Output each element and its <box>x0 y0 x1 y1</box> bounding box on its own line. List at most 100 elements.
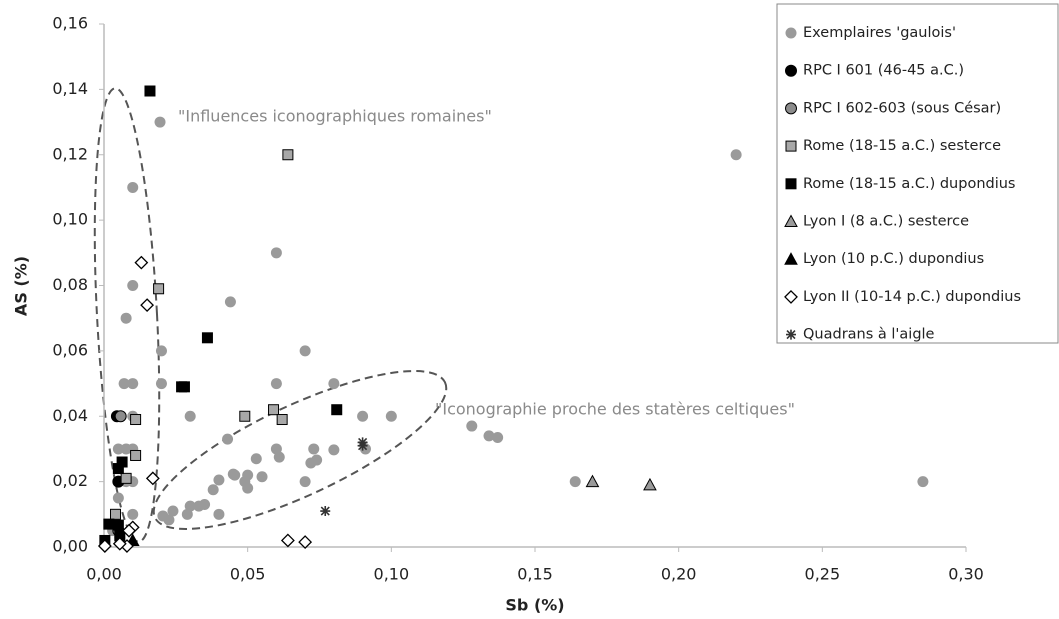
legend-label: Exemplaires 'gaulois' <box>803 25 956 41</box>
legend-label: Lyon I (8 a.C.) sesterce <box>803 214 969 230</box>
marker-circle <box>917 476 929 488</box>
marker-square <box>201 332 213 344</box>
marker-circle <box>112 443 124 455</box>
marker-square <box>153 283 165 295</box>
marker-circle <box>114 410 127 423</box>
marker-circle <box>154 116 166 128</box>
marker-circle <box>127 181 139 193</box>
legend-label: Lyon (10 p.C.) dupondius <box>803 251 984 267</box>
y-tick-label: 0,14 <box>52 79 88 98</box>
legend-box <box>776 3 1059 344</box>
marker-diamond <box>134 255 149 270</box>
marker-square <box>109 508 121 520</box>
marker-circle <box>127 280 139 291</box>
marker-square <box>112 519 124 531</box>
marker-diamond <box>97 539 112 553</box>
x-tick-label: 0,25 <box>805 565 841 584</box>
marker-circle <box>273 451 285 463</box>
marker-square <box>268 404 280 416</box>
marker-circle <box>250 453 262 465</box>
legend-label: Rome (18-15 a.C.) dupondius <box>803 176 1015 192</box>
marker-diamond <box>280 533 295 548</box>
marker-circle <box>785 27 797 39</box>
marker-circle <box>730 149 742 161</box>
annotation: "Iconographie proche des statères celtiq… <box>435 400 795 419</box>
marker-square <box>103 518 115 530</box>
y-tick-label: 0,10 <box>52 210 88 229</box>
marker-diamond <box>784 289 798 304</box>
marker-circle <box>483 430 495 442</box>
marker-circle <box>118 378 130 390</box>
marker-square <box>239 410 251 422</box>
marker-circle <box>569 476 581 488</box>
y-tick-label: 0,02 <box>52 471 88 490</box>
marker-square <box>178 381 190 393</box>
marker-asterisk <box>357 440 368 451</box>
y-tick-label: 0,06 <box>52 340 88 359</box>
marker-circle <box>270 247 282 259</box>
marker-circle <box>167 505 179 517</box>
marker-circle <box>184 410 196 422</box>
marker-triangle <box>585 474 600 488</box>
marker-circle <box>112 492 124 504</box>
marker-square <box>120 472 132 484</box>
marker-square <box>112 463 124 475</box>
marker-square <box>276 414 288 426</box>
marker-square <box>130 449 142 461</box>
ellipse-celtic <box>152 370 448 530</box>
legend-label: Rome (18-15 a.C.) sesterce <box>803 138 1001 154</box>
marker-circle <box>256 471 268 483</box>
marker-circle <box>328 378 340 390</box>
x-tick-label: 0,15 <box>517 565 553 584</box>
marker-circle <box>127 508 139 520</box>
marker-circle <box>299 476 311 488</box>
ellipse-roman <box>93 87 161 543</box>
legend-label: Quadrans à l'aigle <box>803 327 935 343</box>
marker-circle <box>163 514 175 526</box>
legend-label: RPC I 601 (46-45 a.C.) <box>803 63 964 79</box>
legend-label: Lyon II (10-14 p.C.) dupondius <box>803 289 1021 305</box>
marker-square <box>144 85 156 97</box>
x-axis-title: Sb (%) <box>505 596 564 615</box>
marker-circle <box>785 64 797 77</box>
marker-circle <box>466 420 478 432</box>
marker-circle <box>224 296 236 308</box>
marker-diamond <box>298 535 313 550</box>
marker-asterisk <box>320 506 331 517</box>
marker-square <box>331 404 343 416</box>
marker-square <box>785 178 797 190</box>
y-tick-label: 0,16 <box>52 14 88 33</box>
marker-circle <box>222 433 234 445</box>
marker-triangle <box>643 477 657 491</box>
y-tick-label: 0,00 <box>52 537 88 556</box>
legend-label: RPC I 602-603 (sous César) <box>803 100 1001 116</box>
marker-circle <box>299 345 311 357</box>
annotation: "Influences iconographiques romaines" <box>178 107 492 126</box>
y-tick-label: 0,12 <box>52 144 88 163</box>
y-tick-label: 0,04 <box>52 406 88 425</box>
marker-circle <box>785 102 797 115</box>
marker-circle <box>492 431 504 443</box>
marker-square <box>282 149 294 161</box>
marker-circle <box>120 312 132 324</box>
marker-circle <box>270 378 282 390</box>
marker-circle <box>242 482 254 494</box>
marker-circle <box>155 378 167 390</box>
x-tick-label: 0,00 <box>86 565 122 584</box>
marker-diamond <box>112 536 127 551</box>
marker-triangle <box>784 214 798 227</box>
marker-circle <box>181 508 193 520</box>
x-tick-label: 0,20 <box>661 565 697 584</box>
marker-circle <box>311 454 323 466</box>
marker-diamond <box>145 471 160 486</box>
x-tick-label: 0,30 <box>948 565 984 584</box>
marker-circle <box>199 499 211 511</box>
marker-circle <box>308 443 320 455</box>
x-tick-label: 0,05 <box>230 565 266 584</box>
marker-circle <box>328 444 340 456</box>
marker-diamond <box>122 523 136 538</box>
marker-circle <box>229 469 241 481</box>
marker-circle <box>213 508 225 520</box>
y-tick-label: 0,08 <box>52 275 88 294</box>
